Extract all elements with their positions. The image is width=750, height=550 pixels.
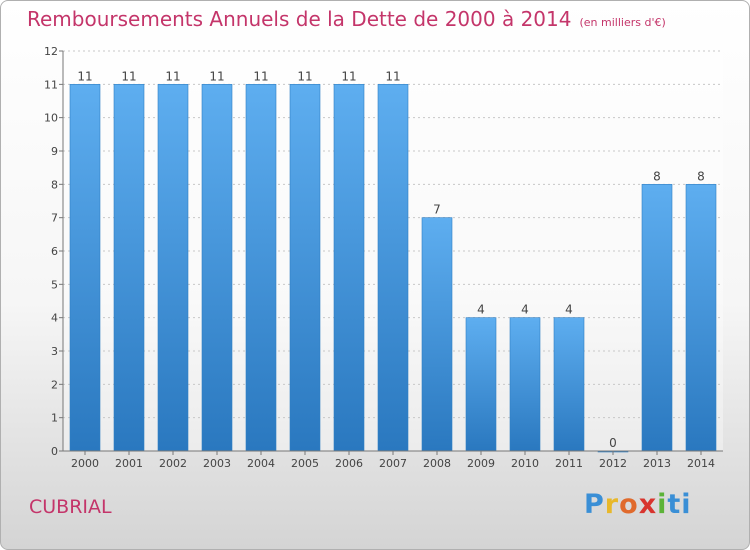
x-tick-label: 2002	[159, 457, 187, 470]
bar	[641, 184, 673, 452]
bar-value-label: 11	[341, 69, 356, 83]
logo-letter-x: x	[638, 489, 658, 520]
chart-title-text: Remboursements Annuels de la Dette de 20…	[27, 7, 572, 31]
bar	[201, 84, 233, 452]
logo-letter-o: o	[619, 489, 639, 520]
x-tick-label: 2013	[643, 457, 671, 470]
bar	[465, 317, 497, 452]
x-tick-label: 2014	[687, 457, 715, 470]
x-tick-label: 2008	[423, 457, 451, 470]
x-tick-label: 2012	[599, 457, 627, 470]
x-tick-label: 2001	[115, 457, 143, 470]
y-tick-label: 3	[51, 345, 58, 358]
y-tick-label: 7	[51, 212, 58, 225]
bar	[553, 317, 585, 452]
bar	[289, 84, 321, 452]
x-tick-label: 2006	[335, 457, 363, 470]
bar	[377, 84, 409, 452]
bar	[157, 84, 189, 452]
y-tick-label: 1	[51, 412, 58, 425]
logo-letter-p: P	[584, 489, 605, 520]
y-tick-label: 9	[51, 145, 58, 158]
x-tick-label: 2003	[203, 457, 231, 470]
bar	[509, 317, 541, 452]
bar-value-label: 4	[521, 303, 529, 317]
bar-value-label: 8	[697, 169, 705, 183]
bar	[245, 84, 277, 452]
bar	[113, 84, 145, 452]
y-tick-label: 8	[51, 178, 58, 191]
bar-value-label: 11	[165, 69, 180, 83]
bar-value-label: 4	[477, 303, 485, 317]
y-tick-label: 12	[44, 45, 58, 58]
y-tick-label: 11	[44, 78, 58, 91]
y-tick-label: 0	[51, 445, 58, 458]
x-tick-label: 2009	[467, 457, 495, 470]
x-tick-label: 2007	[379, 457, 407, 470]
chart-subtitle: (en milliers d'€)	[579, 16, 666, 29]
logo-letter-ti: ti	[667, 489, 692, 520]
x-tick-label: 2005	[291, 457, 319, 470]
bar-value-label: 11	[253, 69, 268, 83]
bar	[421, 217, 453, 452]
logo-letter-i: i	[657, 489, 668, 520]
logo-letter-r: r	[604, 489, 620, 520]
x-tick-label: 2011	[555, 457, 583, 470]
y-tick-label: 10	[44, 112, 58, 125]
bar	[685, 184, 717, 452]
proxiti-logo[interactable]: Proxiti	[584, 489, 692, 520]
bar-value-label: 11	[209, 69, 224, 83]
bar-value-label: 4	[565, 303, 573, 317]
bar-value-label: 11	[121, 69, 136, 83]
bar-value-label: 8	[653, 169, 661, 183]
y-tick-label: 2	[51, 378, 58, 391]
bar-value-label: 7	[433, 203, 441, 217]
bar-value-label: 11	[297, 69, 312, 83]
bar-value-label: 0	[609, 436, 617, 450]
x-tick-label: 2010	[511, 457, 539, 470]
x-tick-label: 2000	[71, 457, 99, 470]
chart-title: Remboursements Annuels de la Dette de 20…	[27, 7, 666, 31]
y-tick-label: 5	[51, 278, 58, 291]
x-tick-label: 2004	[247, 457, 275, 470]
y-tick-label: 4	[51, 312, 58, 325]
bar	[333, 84, 365, 452]
bar-value-label: 11	[77, 69, 92, 83]
y-tick-label: 6	[51, 245, 58, 258]
commune-name: CUBRIAL	[29, 496, 112, 518]
bar	[69, 84, 101, 452]
bar-value-label: 11	[385, 69, 400, 83]
